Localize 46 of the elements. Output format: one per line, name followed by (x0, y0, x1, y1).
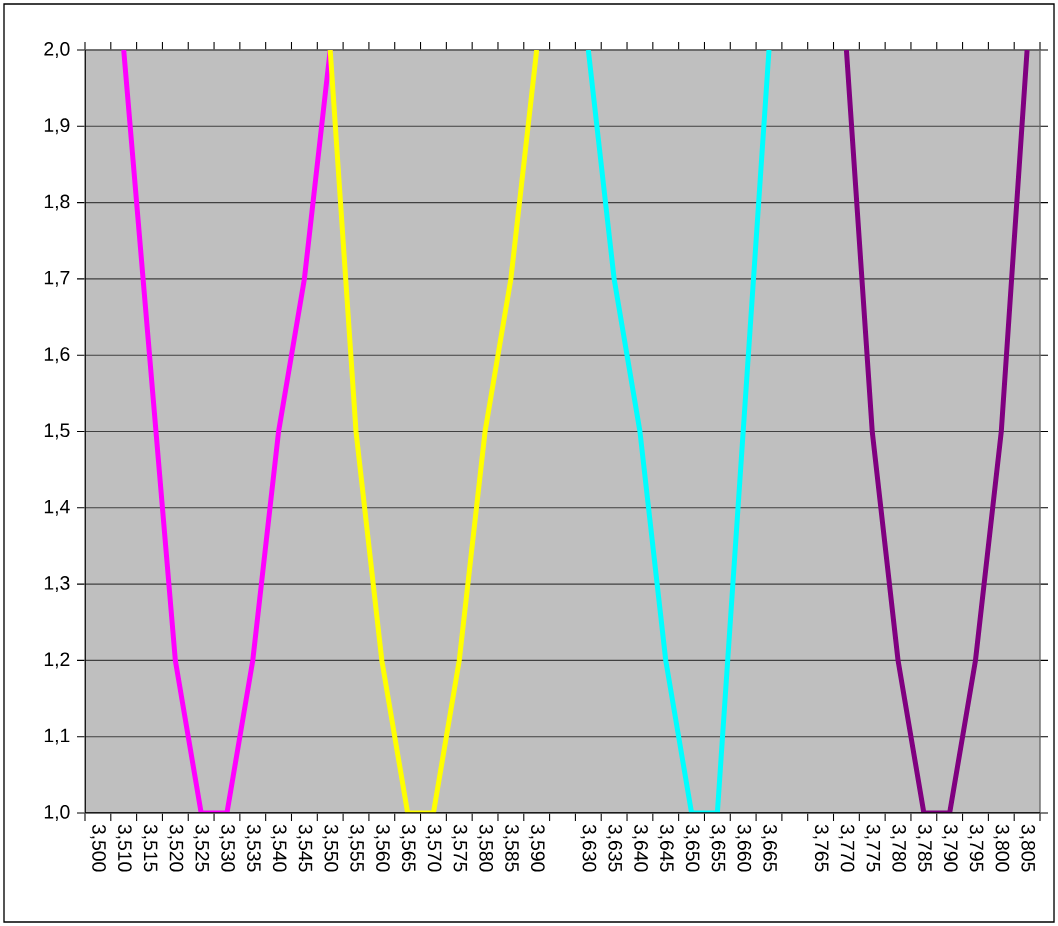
y-tick-label: 1,1 (44, 728, 70, 745)
x-tick-label: 3,590 (528, 824, 545, 872)
x-tick-label: 3,800 (993, 824, 1010, 872)
x-tick-label: 3,795 (967, 824, 984, 872)
x-tick-label: 3,540 (270, 824, 287, 872)
x-tick-label: 3,575 (451, 824, 468, 872)
y-tick-label: 2,0 (44, 42, 70, 58)
x-tick-label: 3,630 (580, 824, 597, 872)
x-tick-label: 3,570 (425, 824, 442, 872)
x-tick-label: 3,525 (193, 824, 210, 872)
x-tick-label: 3,640 (631, 824, 648, 872)
x-tick-label: 3,550 (322, 824, 339, 872)
y-tick-label: 1,4 (44, 499, 70, 516)
x-tick-label: 3,650 (683, 824, 700, 872)
x-tick-label: 3,520 (167, 824, 184, 872)
x-tick-label: 3,500 (89, 824, 106, 872)
y-tick-label: 1,5 (44, 423, 70, 440)
x-tick-label: 3,765 (812, 824, 829, 872)
x-tick-label: 3,565 (399, 824, 416, 872)
x-tick-label: 3,555 (348, 824, 365, 872)
y-tick-label: 1,3 (44, 576, 70, 593)
y-tick-label: 1,7 (44, 271, 70, 287)
x-tick-label: 3,790 (941, 824, 958, 872)
x-tick-label: 3,635 (606, 824, 623, 872)
x-tick-label: 3,510 (115, 824, 132, 872)
x-tick-label: 3,535 (244, 824, 261, 872)
y-tick-label: 1,9 (44, 118, 70, 135)
x-tick-label: 3,530 (218, 824, 235, 872)
x-tick-label: 3,785 (915, 824, 932, 872)
x-tick-label: 3,665 (761, 824, 777, 872)
x-tick-label: 3,660 (735, 824, 752, 872)
x-tick-label: 3,775 (864, 824, 881, 872)
y-tick-label: 1,2 (44, 652, 70, 669)
x-tick-label: 3,655 (709, 824, 726, 872)
x-tick-label: 3,780 (890, 824, 907, 872)
x-tick-label: 3,585 (502, 824, 519, 872)
x-tick-label: 3,560 (373, 824, 390, 872)
x-tick-label: 3,580 (477, 824, 494, 872)
x-tick-label: 3,645 (657, 824, 674, 872)
y-tick-label: 1,6 (44, 347, 70, 364)
y-tick-label: 1,8 (44, 194, 70, 211)
x-tick-label: 3,770 (838, 824, 855, 872)
x-tick-label: 3,545 (296, 824, 313, 872)
x-tick-label: 3,515 (141, 824, 158, 872)
x-tick-label: 3,805 (1019, 824, 1036, 872)
y-tick-label: 1,0 (44, 805, 70, 821)
